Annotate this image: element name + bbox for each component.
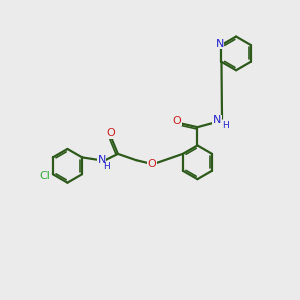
- Text: N: N: [213, 116, 221, 125]
- Text: O: O: [106, 128, 115, 139]
- Text: O: O: [147, 159, 156, 169]
- Text: O: O: [173, 116, 182, 126]
- Text: H: H: [103, 162, 110, 171]
- Text: Cl: Cl: [40, 171, 50, 181]
- Text: N: N: [215, 39, 224, 49]
- Text: H: H: [222, 121, 229, 130]
- Text: N: N: [98, 155, 106, 165]
